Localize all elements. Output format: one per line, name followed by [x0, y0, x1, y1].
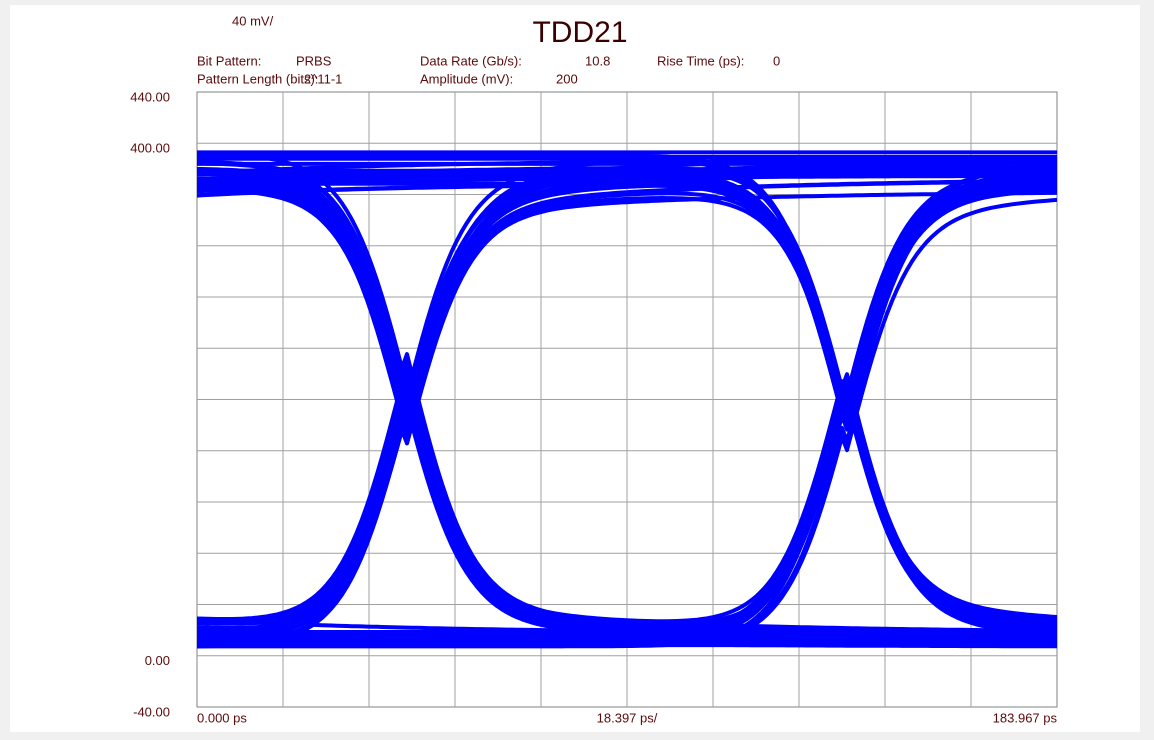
y-tick-label: -40.00 [133, 704, 170, 719]
info-label: Rise Time (ps): [657, 53, 744, 68]
eye-trace [197, 157, 1057, 176]
eye-trace [197, 173, 1057, 191]
eye-trace [197, 190, 1057, 637]
y-tick-label: 400.00 [130, 141, 170, 156]
eye-trace [197, 178, 1057, 646]
x-scale-label: 18.397 ps/ [597, 710, 658, 725]
info-label: Bit Pattern: [197, 53, 261, 68]
eye-trace [197, 176, 1057, 636]
info-label: Data Rate (Gb/s): [420, 53, 522, 68]
y-scale-label: 40 mV/ [232, 13, 274, 28]
info-value: 200 [556, 71, 578, 86]
info-value: 2^11-1 [304, 71, 342, 86]
y-tick-label: 440.00 [130, 89, 170, 104]
x-tick-label: 183.967 ps [993, 710, 1058, 725]
info-value: 0 [773, 53, 780, 68]
info-value: 10.8 [585, 53, 610, 68]
y-tick-label: 0.00 [145, 653, 170, 668]
chart-title: TDD21 [532, 16, 627, 49]
x-tick-label: 0.000 ps [197, 710, 247, 725]
info-value: PRBS [296, 53, 332, 68]
info-label: Pattern Length (bits): [197, 71, 318, 86]
info-label: Amplitude (mV): [420, 71, 513, 86]
eye-traces [197, 150, 1057, 649]
